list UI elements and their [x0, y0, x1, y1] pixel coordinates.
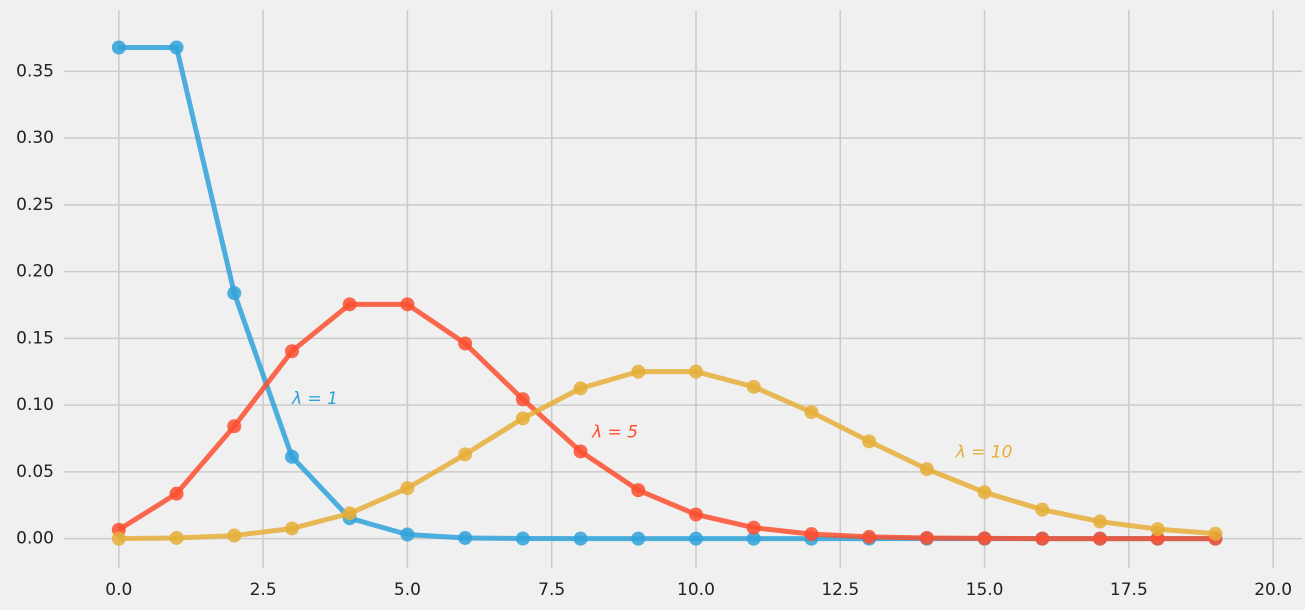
point: [631, 483, 646, 498]
point: [573, 444, 588, 459]
point: [746, 531, 761, 546]
point: [688, 364, 703, 379]
point: [458, 447, 473, 462]
y-tick-label: 0.35: [16, 61, 54, 81]
point: [342, 297, 357, 312]
point: [169, 40, 184, 55]
point: [400, 481, 415, 496]
x-tick-label: 2.5: [250, 580, 277, 600]
point: [631, 531, 646, 546]
point: [342, 506, 357, 521]
x-tick-label: 17.5: [1110, 580, 1148, 600]
y-tick-label: 0.30: [16, 128, 54, 148]
x-tick-label: 7.5: [538, 580, 565, 600]
point: [284, 344, 299, 359]
series-label: λ = 5: [591, 423, 638, 443]
point: [227, 528, 242, 543]
point: [688, 531, 703, 546]
y-tick-label: 0.05: [16, 462, 54, 482]
point: [169, 530, 184, 545]
point: [227, 286, 242, 301]
point: [688, 507, 703, 522]
y-tick-label: 0.00: [16, 529, 54, 549]
x-tick-label: 20.0: [1254, 580, 1292, 600]
point: [862, 434, 877, 449]
point: [1208, 526, 1223, 541]
point: [1035, 531, 1050, 546]
point: [515, 411, 530, 426]
x-tick-label: 15.0: [966, 580, 1004, 600]
point: [227, 419, 242, 434]
point: [1092, 531, 1107, 546]
point: [631, 364, 646, 379]
point: [284, 449, 299, 464]
point: [400, 527, 415, 542]
x-tick-label: 12.5: [821, 580, 859, 600]
point: [1092, 514, 1107, 529]
point: [804, 405, 819, 420]
x-tick-label: 0.0: [105, 580, 132, 600]
point: [919, 462, 934, 477]
point: [400, 297, 415, 312]
y-tick-label: 0.15: [16, 328, 54, 348]
x-tick-label: 5.0: [394, 580, 421, 600]
line: [118, 369, 1216, 542]
point: [573, 531, 588, 546]
point: [919, 530, 934, 545]
point: [1150, 522, 1165, 537]
y-tick-label: 0.10: [16, 395, 54, 415]
point: [169, 486, 184, 501]
point: [515, 531, 530, 546]
series-label: λ = 1: [291, 389, 338, 409]
point: [977, 485, 992, 500]
point: [284, 521, 299, 536]
line: [117, 301, 1216, 542]
x-tick-label: 10.0: [677, 580, 715, 600]
point: [1035, 502, 1050, 517]
point: [515, 392, 530, 407]
point: [746, 379, 761, 394]
point: [458, 530, 473, 545]
point: [111, 531, 126, 546]
point: [804, 527, 819, 542]
series-label: λ = 10: [955, 443, 1013, 463]
y-tick-label: 0.25: [16, 195, 54, 215]
point: [458, 336, 473, 351]
point: [111, 40, 126, 55]
y-tick-label: 0.20: [16, 262, 54, 282]
point: [573, 381, 588, 396]
point: [862, 529, 877, 544]
point: [746, 520, 761, 535]
line: [118, 45, 1216, 542]
point: [977, 531, 992, 546]
